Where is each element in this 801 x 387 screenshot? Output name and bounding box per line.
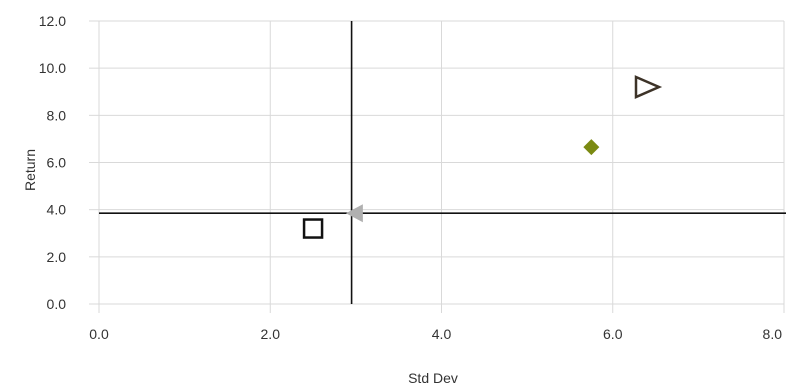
y-tick-label: 12.0 xyxy=(39,13,66,29)
x-axis-ticks: 0.0 2.0 4.0 6.0 8.0 xyxy=(89,326,782,342)
x-tick-label: 8.0 xyxy=(763,326,783,342)
y-axis-ticks: 0.0 2.0 4.0 6.0 8.0 10.0 12.0 xyxy=(39,13,66,312)
y-axis-label: Return xyxy=(22,149,38,191)
reference-lines xyxy=(99,21,786,304)
x-tick-label: 2.0 xyxy=(261,326,281,342)
grid-lines xyxy=(89,20,785,313)
x-tick-label: 6.0 xyxy=(603,326,623,342)
y-tick-label: 10.0 xyxy=(39,60,66,76)
y-tick-label: 8.0 xyxy=(47,107,67,123)
y-tick-label: 0.0 xyxy=(47,296,67,312)
data-point-right-triangle xyxy=(634,75,663,99)
data-point-square xyxy=(302,218,324,239)
x-tick-label: 4.0 xyxy=(432,326,452,342)
x-tick-label: 0.0 xyxy=(89,326,109,342)
y-tick-label: 6.0 xyxy=(47,155,67,171)
y-tick-label: 4.0 xyxy=(47,202,67,218)
x-axis-label: Std Dev xyxy=(408,370,458,386)
data-points xyxy=(302,75,663,239)
data-point-diamond xyxy=(583,139,600,156)
data-point-left-triangle xyxy=(345,204,363,223)
y-tick-label: 2.0 xyxy=(47,249,67,265)
